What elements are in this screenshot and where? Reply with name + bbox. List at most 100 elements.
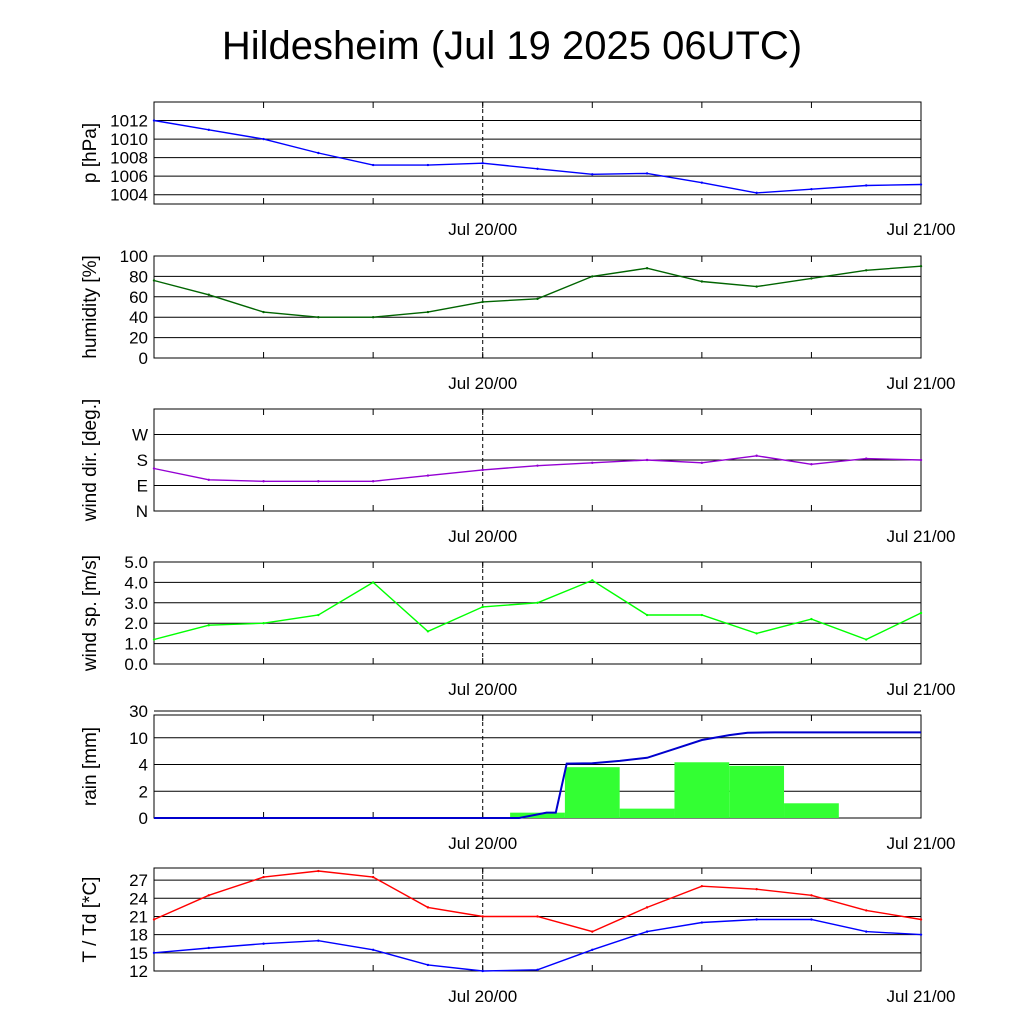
y-tick-label: 1008 [110,149,148,168]
rain-bar [619,808,675,818]
y-tick-label: 0 [139,349,148,368]
data-point [481,468,484,472]
data-point [207,293,210,296]
data-point [645,930,649,933]
data-point [207,946,210,950]
data-point [152,467,156,470]
data-point [591,461,594,465]
y-axis-label: T / Td [*C] [80,877,101,963]
data-point [919,265,923,268]
data-point [536,167,539,170]
data-point [207,478,210,482]
plot-frame [153,255,922,359]
data-point [426,963,430,967]
x-tick-label: Jul 21/00 [887,527,956,546]
y-tick-label: W [132,426,148,445]
data-point [152,638,156,641]
x-tick-label: Jul 21/00 [887,374,956,393]
data-point [919,933,923,936]
x-tick-label: Jul 20/00 [448,834,517,853]
x-tick-label: Jul 20/00 [448,987,517,1006]
data-point [865,638,868,641]
data-point [591,948,594,951]
series-line [153,119,922,194]
data-point [207,128,210,132]
data-point [810,277,813,280]
data-point [152,918,156,921]
data-point [481,915,484,918]
data-point [810,463,813,466]
data-point [317,613,320,617]
data-point [810,894,813,897]
y-tick-label: 30 [129,702,148,721]
data-point [755,888,758,891]
y-tick-label: 100 [120,247,148,266]
data-point [919,918,923,921]
data-point [755,918,758,921]
y-tick-label: 1004 [110,186,148,205]
data-point [262,480,265,483]
data-point [371,480,375,483]
data-point [207,894,210,897]
data-point [426,310,430,314]
panel-5: 0 2 4 10 30 Jul 20/00 Jul 21/00 rain [mm] [80,702,956,853]
data-point [317,939,320,942]
data-point [919,183,923,186]
data-point [865,269,868,272]
y-tick-label: 24 [129,889,148,908]
y-axis-label: humidity [%] [80,255,101,358]
x-tick-label: Jul 21/00 [887,680,956,699]
y-tick-label: 1010 [110,130,148,149]
y-tick-label: 1.0 [124,635,148,654]
x-tick-label: Jul 21/00 [887,987,956,1006]
data-point [371,163,375,167]
data-point [755,285,758,288]
y-tick-label: 21 [129,907,148,926]
plot-frame [153,101,922,205]
data-point [262,875,265,879]
data-point [426,630,430,633]
data-point [755,191,758,195]
data-point [317,151,320,155]
data-point [700,613,704,617]
y-tick-label: 3.0 [124,594,148,613]
y-tick-label: 80 [129,267,148,286]
data-point [919,611,923,615]
x-tick-label: Jul 20/00 [448,680,517,699]
data-point [591,930,594,933]
data-point [371,581,375,584]
y-tick-label: 1012 [110,112,148,131]
data-point [591,173,594,176]
y-tick-label: 4 [139,756,148,775]
data-point [700,921,704,924]
data-point [536,464,539,467]
data-point [865,457,868,460]
y-tick-label: 20 [129,329,148,348]
x-tick-label: Jul 21/00 [887,220,956,239]
y-tick-label: 0.0 [124,655,148,674]
y-tick-label: 1006 [110,167,148,186]
data-point [262,622,265,625]
data-point [262,137,265,141]
y-tick-label: N [136,502,148,521]
rain-cumulative-line [154,731,921,819]
data-point [426,906,430,909]
x-tick-label: Jul 21/00 [887,834,956,853]
data-point [645,458,649,462]
data-point [645,172,649,175]
y-tick-label: 60 [129,288,148,307]
panel-4: 0.01.0 2.03.0 4.05.0 Jul 20/00 Jul 21/00 wind… [80,553,956,699]
y-tick-label: 4.0 [124,573,148,592]
y-tick-label: 2 [139,782,148,801]
data-point [426,163,430,167]
data-point [700,181,704,184]
data-point [755,454,758,457]
rain-bar [674,762,730,818]
y-tick-label: E [137,477,148,496]
y-tick-label: 2.0 [124,614,148,633]
data-point [810,617,813,621]
x-tick-label: Jul 20/00 [448,527,517,546]
